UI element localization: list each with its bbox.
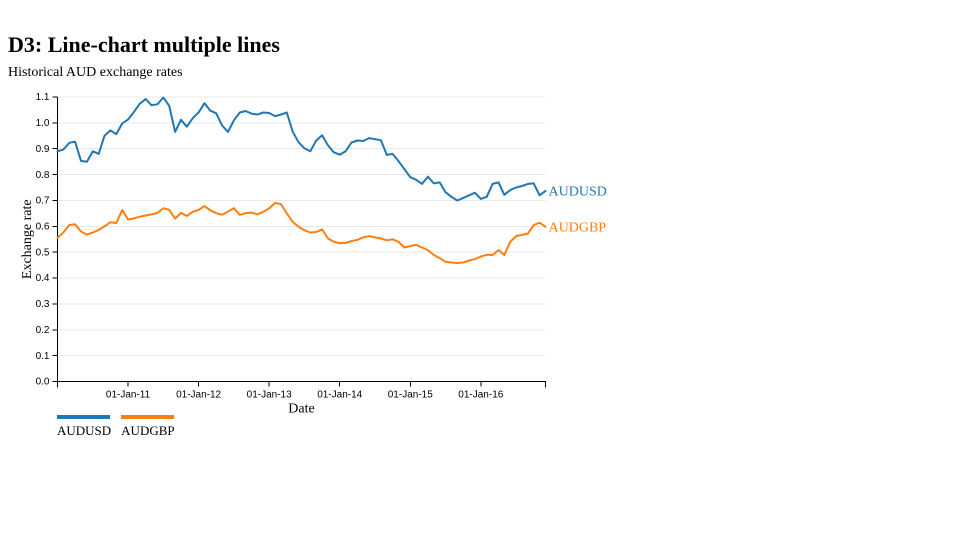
line-chart: 0.0 0.1 0.2 0.3 0.4 0.5 0.6 0.7 0.8 0.9 1.0 1.1 01-J… — [20, 92, 607, 417]
legend-label-audusd: AUDUSD — [57, 423, 112, 438]
inline-label-audusd: AUDUSD — [549, 184, 607, 199]
y-tick-label: 0.5 — [36, 247, 50, 258]
x-tick-label: 01-Jan-16 — [458, 390, 503, 401]
y-tick-label: 1.1 — [36, 92, 50, 103]
y-axis: 0.0 0.1 0.2 0.3 0.4 0.5 0.6 0.7 0.8 0.9 1.0 1.1 — [36, 92, 58, 388]
y-tick-label: 0.8 — [36, 170, 50, 181]
y-tick-label: 0.7 — [36, 196, 50, 207]
x-axis-title: Date — [288, 402, 314, 417]
x-axis: 01-Jan-11 01-Jan-12 01-Jan-13 01-Jan-14 01-J… — [57, 381, 546, 401]
y-tick-label: 0.0 — [36, 377, 50, 388]
y-tick-label: 0.9 — [36, 144, 50, 155]
chart-title: Historical AUD exchange rates — [8, 65, 183, 80]
x-tick-label: 01-Jan-12 — [176, 390, 221, 401]
gridlines — [57, 96, 546, 357]
y-tick-label: 0.1 — [36, 351, 50, 362]
y-tick-label: 0.2 — [36, 325, 50, 336]
y-tick-label: 1.0 — [36, 118, 50, 129]
inline-label-audgbp: AUDGBP — [549, 220, 607, 235]
line-audusd — [56, 96, 547, 202]
y-axis-title: Exchange rate — [20, 199, 35, 279]
legend-swatch-audusd — [57, 415, 110, 419]
line-audgbp — [56, 202, 547, 264]
y-tick-label: 0.3 — [36, 299, 50, 310]
x-tick-label: 01-Jan-11 — [106, 390, 151, 401]
legend-item-audgbp: AUDGBP — [121, 415, 175, 438]
y-tick-label: 0.4 — [36, 273, 50, 284]
legend-item-audusd: AUDUSD — [57, 415, 111, 438]
page-title: D3: Line-chart multiple lines — [8, 31, 280, 57]
x-tick-label: 01-Jan-15 — [388, 390, 433, 401]
y-tick-label: 0.6 — [36, 222, 50, 233]
chart-legend: AUDUSD AUDGBP — [57, 415, 175, 438]
x-tick-label: 01-Jan-14 — [317, 390, 362, 401]
x-tick-label: 01-Jan-13 — [247, 390, 292, 401]
legend-swatch-audgbp — [121, 415, 175, 419]
legend-label-audgbp: AUDGBP — [121, 423, 175, 438]
